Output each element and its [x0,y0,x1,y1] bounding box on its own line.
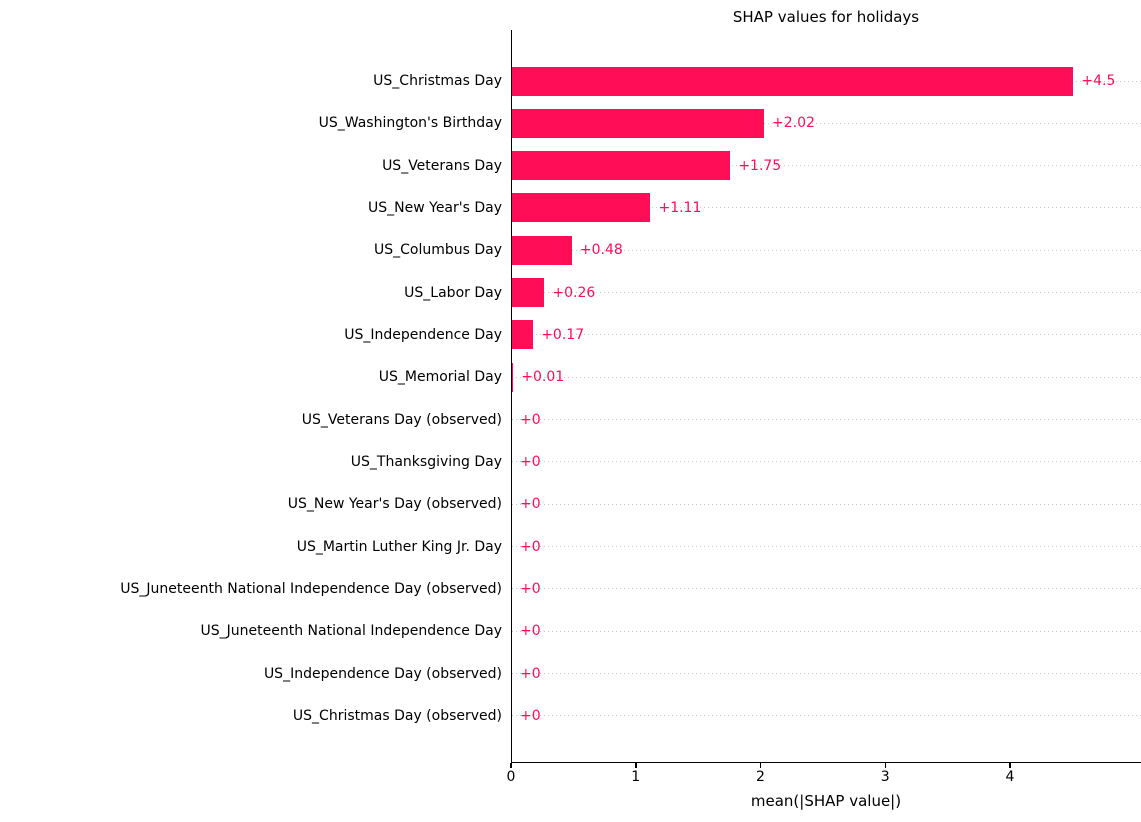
gridline [512,461,1141,463]
x-axis-tick-label: 0 [506,769,516,785]
bar-value-label: +1.11 [658,199,702,216]
category-label: US_New Year's Day [368,199,502,216]
gridline [512,207,1141,209]
bar-value-label: +0 [520,665,541,682]
bar-value-label: +0 [520,623,541,640]
x-axis-tick [1009,763,1011,768]
category-label: US_Independence Day (observed) [263,665,502,682]
x-axis-tick [510,763,512,768]
bar [512,108,764,138]
category-label: US_Martin Luther King Jr. Day [296,538,502,555]
bar-value-label: +4.5 [1081,73,1116,89]
category-label: US_Thanksgiving Day [350,453,502,470]
category-label: US_Christmas Day [373,73,502,89]
bar-value-label: +0 [520,538,541,555]
gridline [512,588,1141,590]
bar-value-label: +1.75 [738,157,782,174]
bar [512,278,545,308]
category-label: US_Juneteenth National Independence Day [200,623,502,640]
bar-value-label: +0 [520,580,541,597]
x-axis-tick [635,763,637,768]
category-label: US_Veterans Day [382,157,502,174]
gridline [512,376,1141,378]
x-axis-tick [884,763,886,768]
bar-value-label: +0 [520,453,541,470]
bar [512,151,731,181]
gridline [512,630,1141,632]
gridline [512,419,1141,421]
gridline [512,122,1141,124]
gridline [512,249,1141,251]
bar-value-label: +0.17 [541,326,585,343]
bar [512,362,514,392]
category-label: US_Juneteenth National Independence Day … [120,580,502,597]
bar [512,320,534,350]
category-label: US_Veterans Day (observed) [301,411,502,428]
x-axis-tick-label: 4 [1005,769,1015,785]
category-label: US_New Year's Day (observed) [287,496,502,513]
category-label: US_Independence Day [344,326,502,343]
gridline [512,334,1141,336]
category-label: US_Christmas Day (observed) [292,707,502,724]
category-label: US_Washington's Birthday [318,115,502,132]
gridline [512,673,1141,675]
x-axis-tick-label: 2 [756,769,765,785]
bar-value-label: +0.48 [579,242,623,259]
chart-title: SHAP values for holidays [732,8,920,26]
bar [512,66,1074,96]
bar-value-label: +0.01 [521,369,565,386]
bar [512,193,651,223]
x-axis-tick [759,763,762,768]
bar-value-label: +0 [520,411,541,428]
bar-value-label: +0.26 [552,284,596,301]
bar-value-label: +0 [520,707,541,724]
plot-area: +4.5 +2.02 +1.75 +1.11 +0.48 +0.26 +0.17 +0.01 +… [511,30,1141,763]
bar-value-label: +0 [520,496,541,513]
category-label: US_Columbus Day [373,242,502,259]
x-axis-label: mean(|SHAP value|) [750,792,902,810]
gridline [512,503,1141,505]
x-axis-tick-label: 1 [631,769,641,785]
category-label: US_Labor Day [404,284,502,301]
gridline [512,546,1141,548]
gridline [512,292,1141,294]
bar-value-label: +2.02 [772,115,815,132]
gridline [512,165,1141,167]
gridline [512,715,1141,717]
x-axis-tick-label: 3 [880,769,890,785]
bar [512,235,572,265]
category-label: US_Memorial Day [378,369,502,386]
